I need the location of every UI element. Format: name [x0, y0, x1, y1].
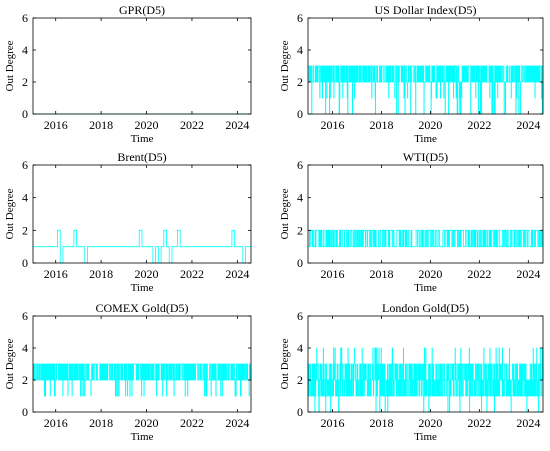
x-tick-label: 2020: [418, 118, 442, 132]
x-tick-label: 2024: [225, 118, 249, 132]
series-line: [33, 229, 251, 264]
plot-frame: [32, 17, 252, 115]
x-axis-label: Time: [414, 282, 437, 294]
x-tick-label: 2024: [516, 267, 540, 281]
series-line: [308, 65, 544, 115]
y-tick-label: 2: [22, 75, 28, 89]
chart-title: Brent(D5): [117, 150, 166, 164]
x-tick-label: 2016: [44, 416, 68, 430]
y-axis-label: Out Degree: [4, 188, 16, 239]
x-tick-label: 2020: [135, 267, 159, 281]
plot-frame: [307, 315, 544, 413]
chart-title: GPR(D5): [119, 3, 165, 17]
x-tick-label: 2022: [467, 416, 491, 430]
x-tick-label: 2018: [89, 416, 113, 430]
y-tick-label: 2: [22, 223, 28, 237]
x-tick-label: 2024: [225, 267, 249, 281]
chart-title: US Dollar Index(D5): [375, 3, 477, 17]
x-tick-label: 2018: [369, 118, 393, 132]
y-tick-label: 0: [297, 107, 303, 121]
x-tick-label: 2022: [180, 267, 204, 281]
y-tick-label: 2: [297, 223, 303, 237]
y-tick-label: 4: [297, 43, 303, 57]
x-tick-label: 2022: [467, 118, 491, 132]
y-tick-label: 4: [22, 341, 28, 355]
x-tick-label: 2024: [225, 416, 249, 430]
x-axis-label: Time: [131, 431, 154, 443]
x-tick-label: 2024: [516, 416, 540, 430]
x-tick-label: 2020: [418, 416, 442, 430]
x-tick-label: 2022: [180, 416, 204, 430]
y-tick-label: 0: [22, 256, 28, 270]
x-axis-label: Time: [414, 431, 437, 443]
y-axis-label: Out Degree: [4, 40, 16, 91]
y-tick-label: 4: [22, 43, 28, 57]
plot-frame: [32, 164, 252, 264]
plot-frame: [32, 315, 252, 413]
x-tick-label: 2016: [44, 118, 68, 132]
y-axis-label: Out Degree: [279, 338, 291, 389]
x-tick-label: 2018: [89, 118, 113, 132]
chart-panel-5: 0 2 4 6 2016 2018 2020 2022 2024 COMEX Gold(D5) Ti…: [4, 301, 252, 443]
chart-panel-3: 0 2 4 6 2016 2018 2020 2022 2024 Brent(D5) Time Out…: [4, 150, 252, 294]
plot-frame: [307, 164, 544, 264]
y-tick-label: 2: [297, 373, 303, 387]
x-tick-label: 2018: [369, 416, 393, 430]
chart-panel-1: 0 2 4 6 2016 2018 2020 2022 2024 GPR(D5) Time Out D…: [4, 3, 252, 145]
x-tick-label: 2016: [320, 118, 344, 132]
y-axis-label: Out Degree: [4, 338, 16, 389]
y-tick-label: 6: [297, 11, 303, 25]
y-axis-label: Out Degree: [279, 40, 291, 91]
series-line: [307, 347, 544, 413]
series-line: [308, 229, 543, 248]
y-tick-label: 6: [297, 158, 303, 172]
y-tick-label: 6: [22, 11, 28, 25]
chart-title: WTI(D5): [403, 150, 448, 164]
series-line: [32, 363, 252, 397]
x-axis-label: Time: [414, 133, 437, 145]
x-tick-label: 2016: [320, 416, 344, 430]
y-tick-label: 0: [22, 405, 28, 419]
chart-panel-6: 0 2 4 6 2016 2018 2020 2022 2024 London Gold(D5) T…: [279, 301, 544, 443]
x-axis-label: Time: [131, 282, 154, 294]
x-tick-label: 2020: [135, 118, 159, 132]
x-tick-label: 2024: [516, 118, 540, 132]
chart-title: COMEX Gold(D5): [96, 301, 189, 315]
chart-panel-2: 0 2 4 6 2016 2018 2020 2022 2024 US Dollar Index(…: [279, 3, 544, 145]
y-tick-label: 6: [22, 309, 28, 323]
x-tick-label: 2022: [180, 118, 204, 132]
y-tick-label: 2: [22, 373, 28, 387]
y-tick-label: 4: [297, 191, 303, 205]
x-tick-label: 2018: [89, 267, 113, 281]
x-tick-label: 2016: [44, 267, 68, 281]
y-tick-label: 6: [297, 309, 303, 323]
x-axis-label: Time: [131, 133, 154, 145]
y-tick-label: 0: [297, 256, 303, 270]
y-tick-label: 0: [22, 107, 28, 121]
y-tick-label: 4: [22, 191, 28, 205]
y-tick-label: 4: [297, 341, 303, 355]
chart-panel-4: 0 2 4 6 2016 2018 2020 2022 2024 WTI(D5) Time Out D…: [279, 150, 544, 294]
chart-title: London Gold(D5): [382, 301, 469, 315]
plot-frame: [307, 17, 544, 115]
y-axis-label: Out Degree: [279, 188, 291, 239]
x-tick-label: 2018: [369, 267, 393, 281]
x-tick-label: 2022: [467, 267, 491, 281]
x-tick-label: 2020: [135, 416, 159, 430]
y-tick-label: 0: [297, 405, 303, 419]
x-tick-label: 2020: [418, 267, 442, 281]
y-tick-label: 6: [22, 158, 28, 172]
y-tick-label: 2: [297, 75, 303, 89]
x-tick-label: 2016: [320, 267, 344, 281]
